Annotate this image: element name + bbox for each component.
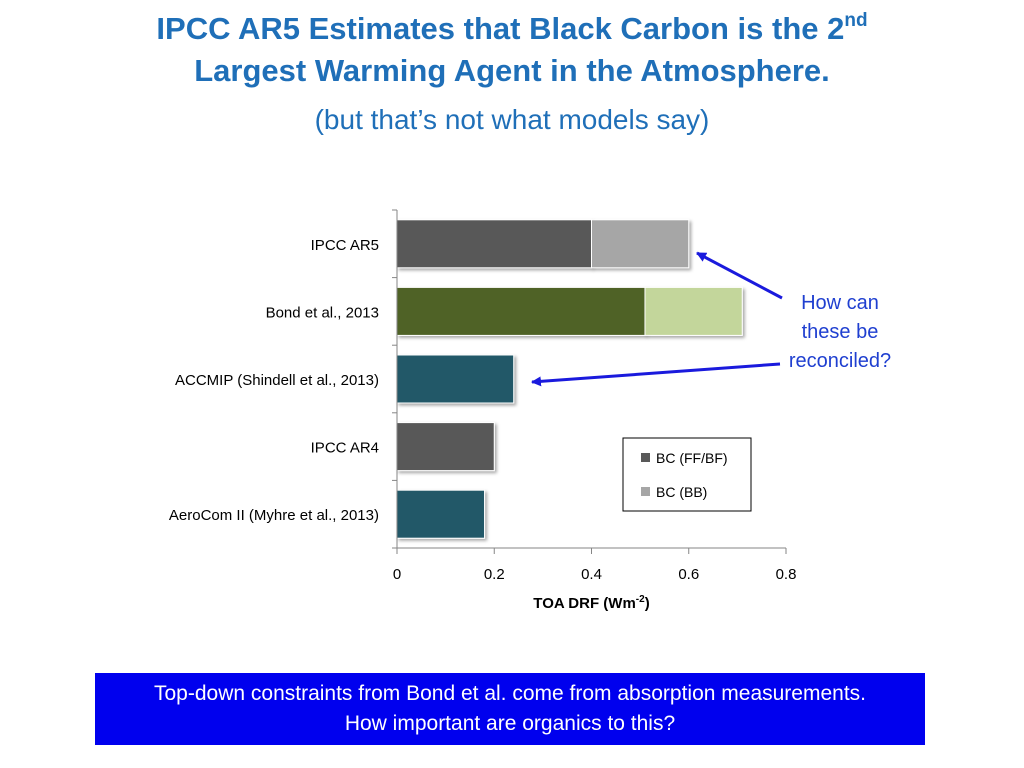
x-axis-title-superscript: -2	[636, 594, 645, 605]
bar-5-segment-1	[396, 489, 486, 539]
slide-title: IPCC AR5 Estimates that Black Carbon is …	[0, 8, 1024, 92]
title-line-1-text: IPCC AR5 Estimates that Black Carbon is …	[156, 11, 845, 46]
bar-3-segment-1	[396, 354, 515, 404]
category-label-3: ACCMIP (Shindell et al., 2013)	[175, 372, 379, 389]
legend-box	[622, 437, 752, 512]
legend: BC (FF/BF) BC (BB)	[622, 437, 752, 512]
title-superscript: nd	[844, 10, 868, 31]
bar-2-segment-1	[396, 286, 646, 336]
arrow-to-ipcc-ar5	[696, 251, 783, 300]
legend-label-2: BC (BB)	[656, 484, 707, 500]
legend-swatch-2	[641, 487, 650, 496]
annotation-line-1: How can	[801, 292, 879, 314]
category-label-4: IPCC AR4	[311, 440, 379, 457]
bar-chart: IPCC AR5 Bond et al., 2013 ACCMIP (Shindel…	[169, 209, 891, 612]
bar-4-segment-1	[396, 422, 495, 472]
title-line-2: Largest Warming Agent in the Atmosphere.	[194, 53, 830, 88]
legend-label-1: BC (FF/BF)	[656, 450, 728, 466]
arrow-to-accmip	[531, 362, 781, 387]
title-line-1: IPCC AR5 Estimates that Black Carbon is …	[0, 8, 1024, 50]
category-label-2: Bond et al., 2013	[266, 304, 379, 321]
category-label-1: IPCC AR5	[311, 237, 379, 254]
x-axis-title: TOA DRF (Wm-2)	[533, 594, 649, 612]
x-tick-label-3: 0.6	[678, 566, 699, 583]
x-tick-label-4: 0.8	[776, 566, 797, 583]
slide-subtitle: (but that’s not what models say)	[314, 104, 710, 135]
x-axis-title-main: TOA DRF (Wm	[533, 595, 636, 612]
annotation-line-3: reconciled?	[789, 350, 891, 372]
footer-line-1: Top-down constraints from Bond et al. co…	[154, 682, 866, 705]
annotation-group: How can these be reconciled?	[531, 251, 891, 387]
axes-group: IPCC AR5 Bond et al., 2013 ACCMIP (Shindel…	[169, 209, 797, 612]
category-label-5: AeroCom II (Myhre et al., 2013)	[169, 507, 379, 524]
bars-group	[396, 219, 743, 539]
x-tick-label-1: 0.2	[484, 566, 505, 583]
legend-swatch-1	[641, 453, 650, 462]
bar-1-segment-1	[396, 219, 592, 269]
x-tick-label-2: 0.4	[581, 566, 602, 583]
bar-2-segment-2	[644, 286, 743, 336]
x-axis-title-end: )	[645, 595, 650, 612]
footer-banner: Top-down constraints from Bond et al. co…	[95, 673, 925, 745]
x-tick-label-0: 0	[393, 566, 401, 583]
bar-1-segment-2	[591, 219, 690, 269]
annotation-line-2: these be	[802, 321, 879, 343]
footer-line-2: How important are organics to this?	[344, 712, 676, 735]
